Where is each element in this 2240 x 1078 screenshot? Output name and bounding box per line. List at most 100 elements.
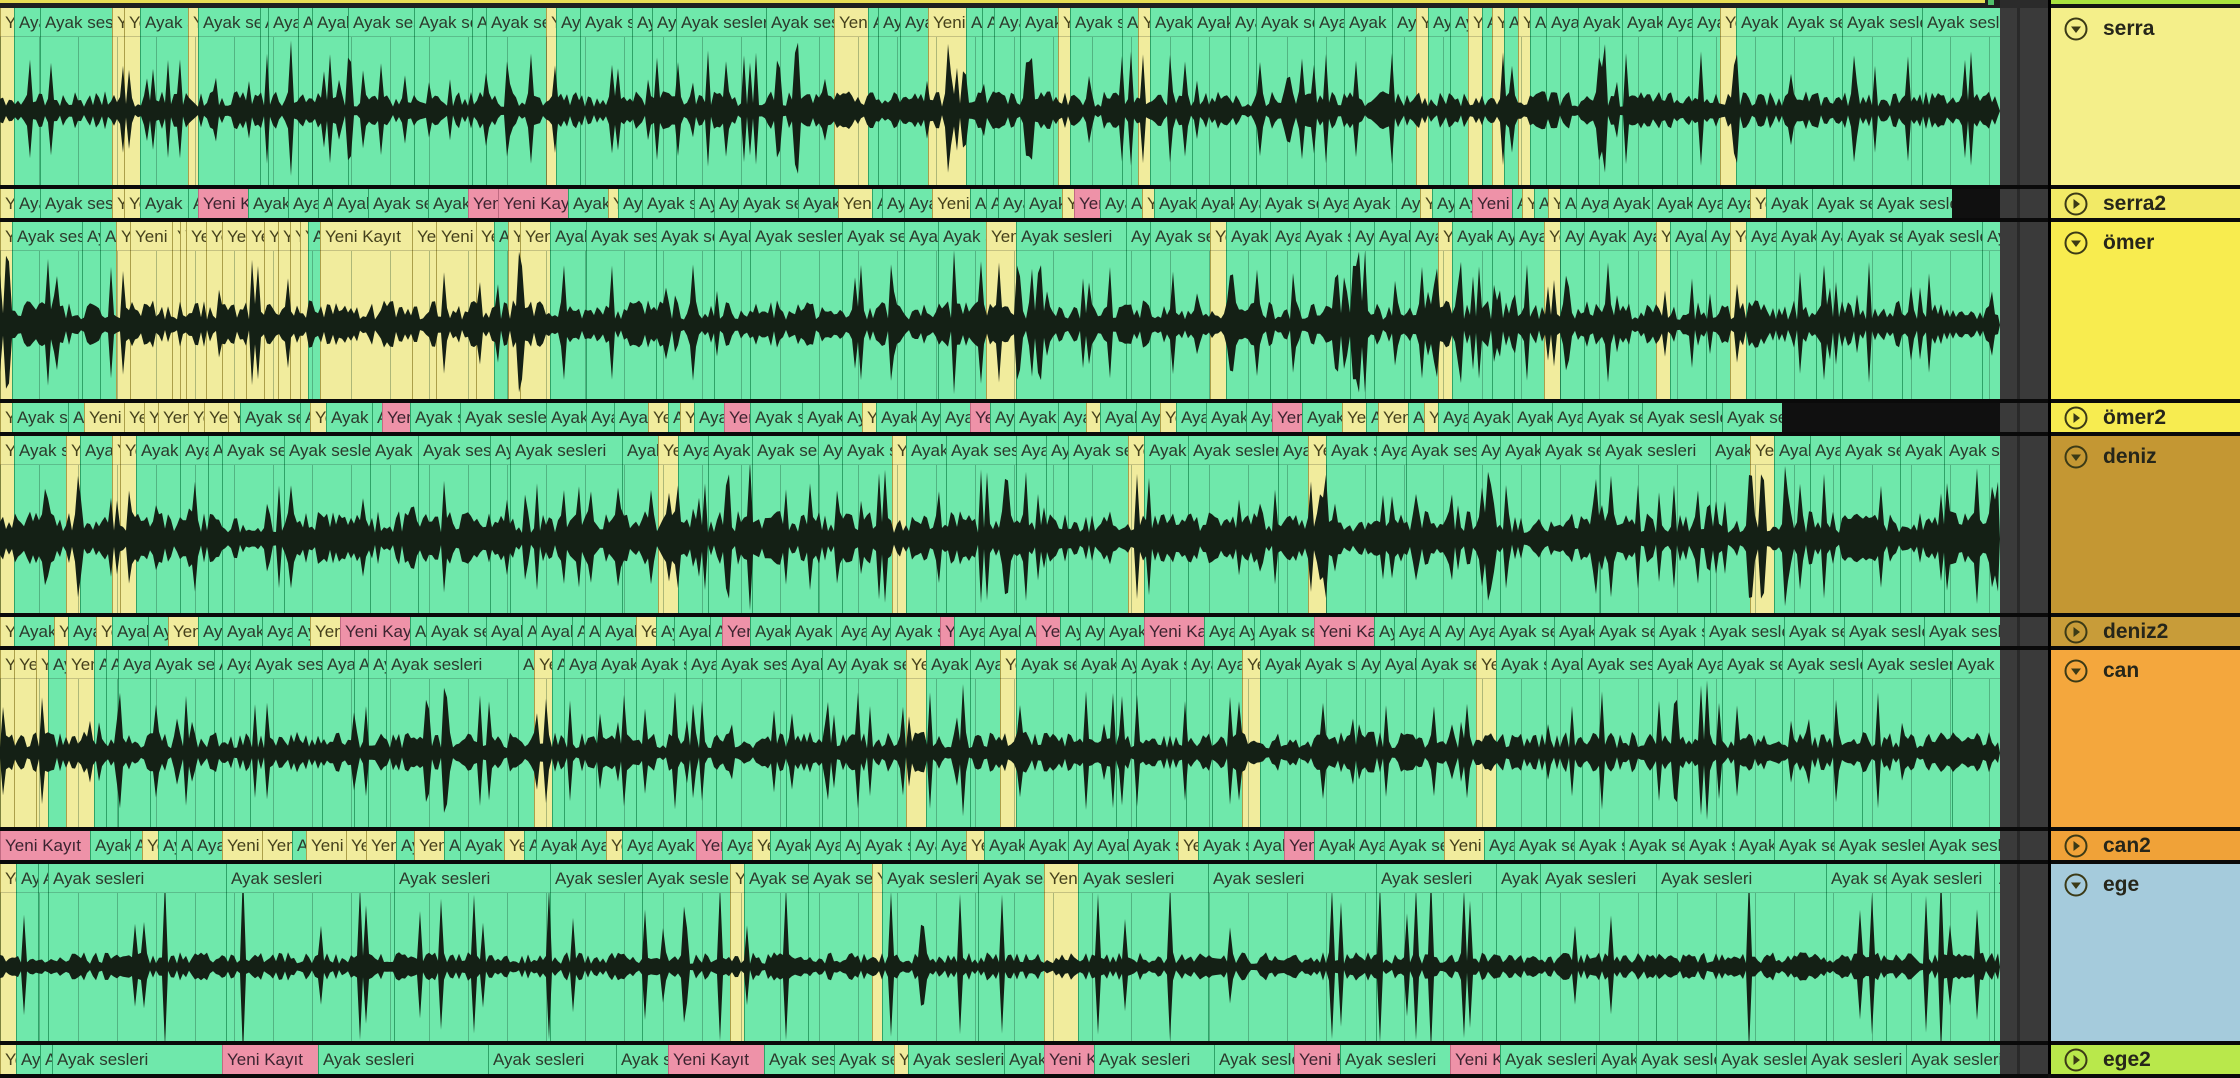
audio-clip[interactable]: Yeni Kayıt	[66, 436, 80, 613]
audio-clip[interactable]: Ayak sesleri	[810, 831, 840, 860]
audio-clip[interactable]: Ayak sesleri	[840, 831, 860, 860]
audio-clip[interactable]: Ayak sesleri	[1512, 189, 1522, 218]
audio-clip[interactable]: Ayak sesleri	[1922, 8, 2000, 185]
audio-clip[interactable]: Yeni Kayıt	[1272, 403, 1302, 432]
audio-clip[interactable]: Ayak sesleri	[842, 222, 904, 399]
audio-clip[interactable]: Ayak sesleri	[12, 222, 82, 399]
audio-clip[interactable]: Ayak sesleri	[1812, 189, 1872, 218]
track-header-ege[interactable]: ege	[2051, 864, 2240, 1041]
audio-clip[interactable]: Ayak sesleri	[1842, 222, 1902, 399]
audio-clip[interactable]: Ayak sesleri	[510, 436, 622, 613]
audio-clip[interactable]: Ayak sesleri	[1302, 403, 1342, 432]
audio-clip[interactable]: Ayak sesleri	[786, 650, 822, 827]
audio-clip[interactable]: Ayak sesleri	[808, 864, 872, 1041]
audio-clip[interactable]: Yeni Kayıt	[436, 222, 476, 399]
audio-clip[interactable]: Ayak sesleri	[676, 8, 766, 185]
audio-clip[interactable]: Ayak sesleri	[1806, 1045, 1906, 1074]
audio-clip[interactable]: Ayak sesleri	[750, 617, 790, 646]
audio-clip[interactable]: Yeni Kayıt	[340, 617, 410, 646]
audio-clip[interactable]: Ayak sesleri	[1560, 222, 1584, 399]
audio-clip[interactable]: Yeni Kayıt	[696, 831, 722, 860]
audio-clip[interactable]: Ayak sesleri	[1492, 222, 1514, 399]
audio-clip[interactable]: Ayak sesleri	[716, 650, 786, 827]
audio-clip[interactable]: Ayak sesleri	[878, 8, 900, 185]
audio-clip[interactable]: Yeni Kayıt	[1476, 650, 1496, 827]
audio-clip[interactable]: Ayak sesleri	[288, 189, 318, 218]
audio-clip[interactable]: Ayak sesleri	[1872, 189, 1952, 218]
audio-clip[interactable]: Yeni Kayıt	[1424, 403, 1438, 432]
audio-clip[interactable]: Ayak sesleri	[82, 222, 100, 399]
audio-clip[interactable]: Ayak sesleri	[1070, 8, 1122, 185]
audio-clip[interactable]: Ayak sesleri	[1016, 436, 1046, 613]
track-header-ömer[interactable]: ömer	[2051, 222, 2240, 399]
audio-clip[interactable]: Ayak sesleri	[300, 403, 310, 432]
audio-clip[interactable]: Yeni Kayıt	[116, 222, 130, 399]
audio-clip[interactable]: Ayak sesleri	[1392, 8, 1416, 185]
audio-clip[interactable]: Ayak sesleri	[1416, 650, 1476, 827]
audio-clip[interactable]: Ayak sesleri	[866, 617, 890, 646]
audio-clip[interactable]: Ayak sesleri	[622, 436, 658, 613]
audio-clip[interactable]: Ayak sesleri	[1344, 8, 1392, 185]
audio-clip[interactable]: Ayak sesleri	[150, 650, 214, 827]
audio-clip[interactable]: Ayak sesleri	[1104, 617, 1144, 646]
audio-clip[interactable]: Ayak sesleri	[188, 189, 198, 218]
audio-clip[interactable]: Ayak sesleri	[750, 222, 842, 399]
audio-clip[interactable]: Ayak sesleri	[1208, 864, 1376, 1041]
audio-clip[interactable]: Ayak sesleri	[656, 617, 674, 646]
audio-clip[interactable]: Ayak sesleri	[112, 617, 148, 646]
audio-clip[interactable]: Ayak sesleri	[1886, 864, 1994, 1041]
audio-clip[interactable]: Ayak sesleri	[494, 222, 508, 399]
audio-clip[interactable]: Ayak sesleri	[490, 436, 510, 613]
audio-clip[interactable]: Ayak sesleri	[192, 831, 222, 860]
fold-arrow-right-icon[interactable]	[2063, 405, 2089, 431]
audio-clip[interactable]: Ayak sesleri	[368, 189, 428, 218]
audio-clip[interactable]: Ayak sesleri	[312, 8, 348, 185]
audio-clip[interactable]: Ayak sesleri	[1782, 8, 1842, 185]
audio-clip[interactable]: Ayak sesleri	[1020, 617, 1036, 646]
audio-clip[interactable]: Ayak sesleri	[1150, 222, 1210, 399]
audio-clip[interactable]: Ayak sesleri	[1230, 8, 1256, 185]
audio-clip[interactable]: Ayak sesleri	[1314, 8, 1344, 185]
audio-clip[interactable]: Ayak sesleri	[750, 403, 802, 432]
audio-clip[interactable]: Yeni Kayıt	[366, 831, 396, 860]
audio-clip[interactable]: Ayak sesleri	[642, 864, 730, 1041]
audio-clip[interactable]: Yeni Kayıt	[1720, 8, 1736, 185]
audio-clip[interactable]: Ayak sesleri	[522, 617, 536, 646]
audio-clip[interactable]: Ayak sesleri	[518, 650, 534, 827]
audio-clip[interactable]: Ayak sesleri	[1546, 8, 1578, 185]
audio-clip[interactable]: Ayak sesleri	[1594, 617, 1654, 646]
beat-ruler[interactable]	[0, 0, 2000, 8]
audio-clip[interactable]: Ayak sesleri	[226, 864, 394, 1041]
audio-clip[interactable]: Ayak sesleri	[994, 8, 1020, 185]
audio-clip[interactable]: Ayak sesleri	[1484, 831, 1514, 860]
audio-clip[interactable]: Ayak sesleri	[1432, 189, 1454, 218]
audio-clip[interactable]: Ayak sesleri	[140, 8, 188, 185]
audio-clip[interactable]: Ayak sesleri	[904, 189, 932, 218]
audio-clip[interactable]: Ayak sesleri	[842, 403, 862, 432]
audio-clip[interactable]: Yeni Kayıt	[468, 189, 498, 218]
audio-clip[interactable]: Ayak sesleri	[1734, 831, 1774, 860]
audio-clip[interactable]: Ayak sesleri	[292, 617, 310, 646]
audio-clip[interactable]: Ayak sesleri	[1374, 617, 1394, 646]
audio-clip[interactable]: Ayak sesleri	[1424, 617, 1440, 646]
audio-clip[interactable]: Ayak sesleri	[1214, 1045, 1294, 1074]
audio-clip[interactable]: Ayak sesleri	[158, 831, 176, 860]
audio-clip[interactable]: Yeni Kayıt	[970, 403, 990, 432]
audio-clip[interactable]: Ayak sesleri	[106, 650, 118, 827]
audio-clip[interactable]: Ayak sesleri	[444, 831, 460, 860]
fold-arrow-right-icon[interactable]	[2063, 619, 2089, 645]
audio-clip[interactable]: Ayak sesleri	[1396, 189, 1420, 218]
audio-clip[interactable]: Ayak sesleri	[998, 189, 1024, 218]
audio-clip[interactable]: Ayak sesleri	[1326, 436, 1376, 613]
audio-clip[interactable]: Ayak sesleri	[1582, 650, 1652, 827]
audio-clip[interactable]: Ayak sesleri	[908, 1045, 1004, 1074]
audio-clip[interactable]: Ayak sesleri	[1844, 617, 1924, 646]
audio-clip[interactable]: Ayak sesleri	[414, 8, 472, 185]
audio-clip[interactable]: Ayak sesleri	[1736, 8, 1782, 185]
audio-clip[interactable]: Ayak sesleri	[40, 1045, 52, 1074]
audio-clip[interactable]: Yeni Kayıt	[1000, 650, 1016, 827]
audio-clip[interactable]: Yeni Kayıt	[206, 222, 222, 399]
audio-clip[interactable]: Ayak sesleri	[52, 1045, 222, 1074]
audio-clip[interactable]: Ayak sesleri	[1016, 650, 1076, 827]
audio-clip[interactable]: Yeni Kayıt	[1044, 1045, 1094, 1074]
